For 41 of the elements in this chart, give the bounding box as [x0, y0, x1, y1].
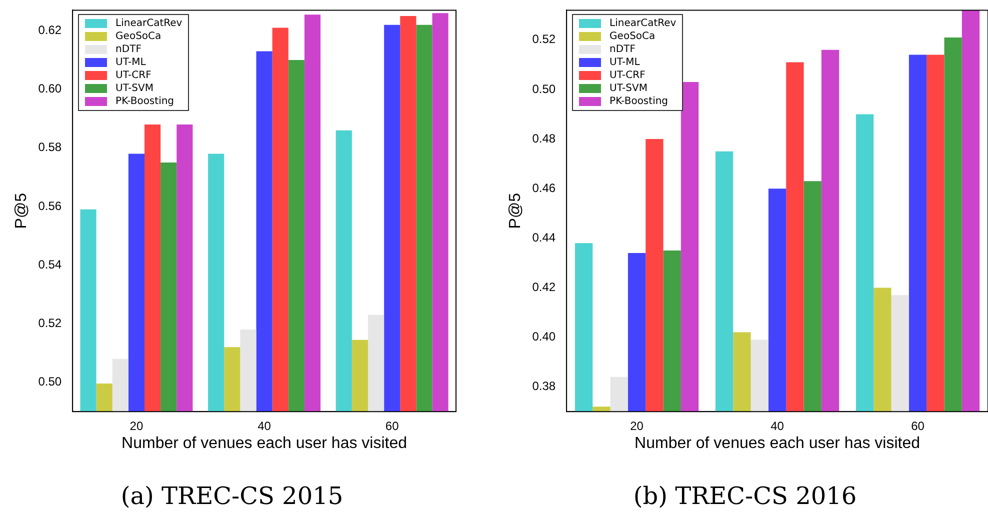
- y-axis-title: P@5: [507, 192, 524, 229]
- legend-label: UT-SVM: [116, 82, 154, 96]
- legend-label: GeoSoCa: [610, 30, 656, 44]
- y-tick-label: 0.52: [532, 32, 556, 46]
- y-tick-label: 0.48: [532, 131, 556, 146]
- legend-label: LinearCatRev: [116, 17, 182, 30]
- y-axis-title: P@5: [13, 192, 30, 229]
- x-axis-title: Number of venues each user has visited: [122, 435, 408, 452]
- y-tick-label: 0.42: [532, 280, 556, 294]
- y-tick-label: 0.52: [38, 316, 62, 330]
- legend-label: UT-ML: [610, 56, 640, 70]
- text: (b) TREC-CS 2016: [633, 482, 857, 510]
- legend-label: LinearCatRev: [610, 17, 676, 30]
- y-tick-label: 0.54: [38, 257, 62, 272]
- y-tick-label: 0.44: [532, 230, 556, 244]
- legend-label: nDTF: [610, 43, 636, 56]
- y-tick-label: 0.38: [532, 379, 556, 394]
- x-tick-label: 40: [770, 419, 784, 434]
- legend-label: UT-CRF: [610, 69, 646, 82]
- x-tick-label: 20: [130, 419, 144, 434]
- legend-label: GeoSoCa: [116, 30, 162, 44]
- y-tick-label: 0.46: [532, 180, 556, 195]
- y-tick-label: 0.40: [532, 330, 556, 344]
- x-axis-title: Number of venues each user has visited: [634, 435, 920, 452]
- y-tick-label: 0.50: [38, 374, 62, 389]
- y-tick-label: 0.56: [38, 198, 62, 213]
- y-tick-label: 0.60: [38, 82, 62, 96]
- legend-label: nDTF: [116, 43, 142, 56]
- y-tick-label: 0.62: [38, 23, 62, 38]
- x-tick-label: 60: [385, 419, 400, 434]
- x-tick-label: 40: [258, 419, 272, 434]
- text: (a) TREC-CS 2015: [120, 482, 344, 510]
- x-tick-label: 20: [630, 419, 644, 434]
- legend-label: PK-Boosting: [116, 95, 174, 108]
- legend-label: PK-Boosting: [610, 95, 668, 108]
- y-tick-label: 0.50: [532, 82, 556, 96]
- legend-label: UT-ML: [116, 56, 146, 70]
- legend-label: UT-SVM: [610, 82, 648, 96]
- legend-label: UT-CRF: [116, 69, 152, 82]
- x-tick-label: 60: [911, 419, 925, 434]
- y-tick-label: 0.58: [38, 140, 62, 154]
